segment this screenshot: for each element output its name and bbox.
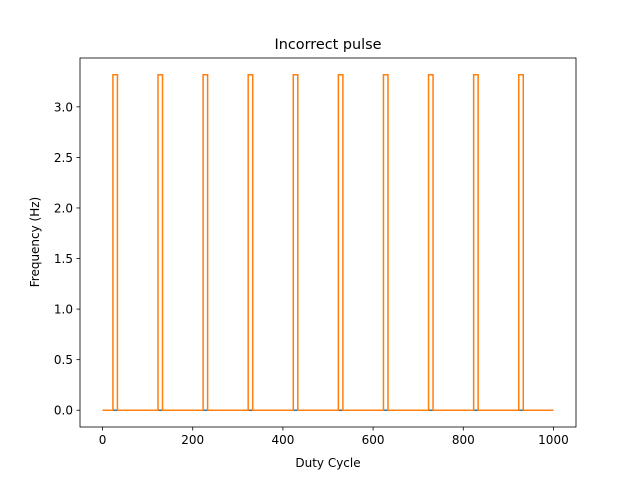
x-tick-label: 800 — [452, 433, 475, 447]
x-axis-ticks: 0 200 400 600 800 1000 — [99, 427, 569, 447]
series-pulse-line — [102, 74, 554, 411]
chart-title: Incorrect pulse — [275, 37, 382, 53]
y-tick-label: 0.0 — [54, 404, 73, 418]
x-tick-label: 1000 — [538, 433, 569, 447]
x-tick-label: 600 — [362, 433, 385, 447]
y-tick-label: 2.5 — [54, 151, 73, 165]
axes-frame — [79, 57, 577, 428]
y-tick-label: 1.0 — [54, 303, 73, 317]
x-axis-label: Duty Cycle — [295, 456, 360, 470]
x-tick-label: 200 — [181, 433, 204, 447]
y-tick-label: 1.5 — [54, 252, 73, 266]
x-tick-label: 0 — [99, 433, 107, 447]
y-tick-label: 3.0 — [54, 100, 73, 114]
plot-area — [102, 74, 554, 411]
y-axis-label: Frequency (Hz) — [28, 197, 42, 288]
x-tick-label: 400 — [271, 433, 294, 447]
y-axis-ticks: 0.0 0.5 1.0 1.5 2.0 2.5 3.0 — [54, 100, 80, 418]
y-tick-label: 2.0 — [54, 201, 73, 215]
y-tick-label: 0.5 — [54, 353, 73, 367]
